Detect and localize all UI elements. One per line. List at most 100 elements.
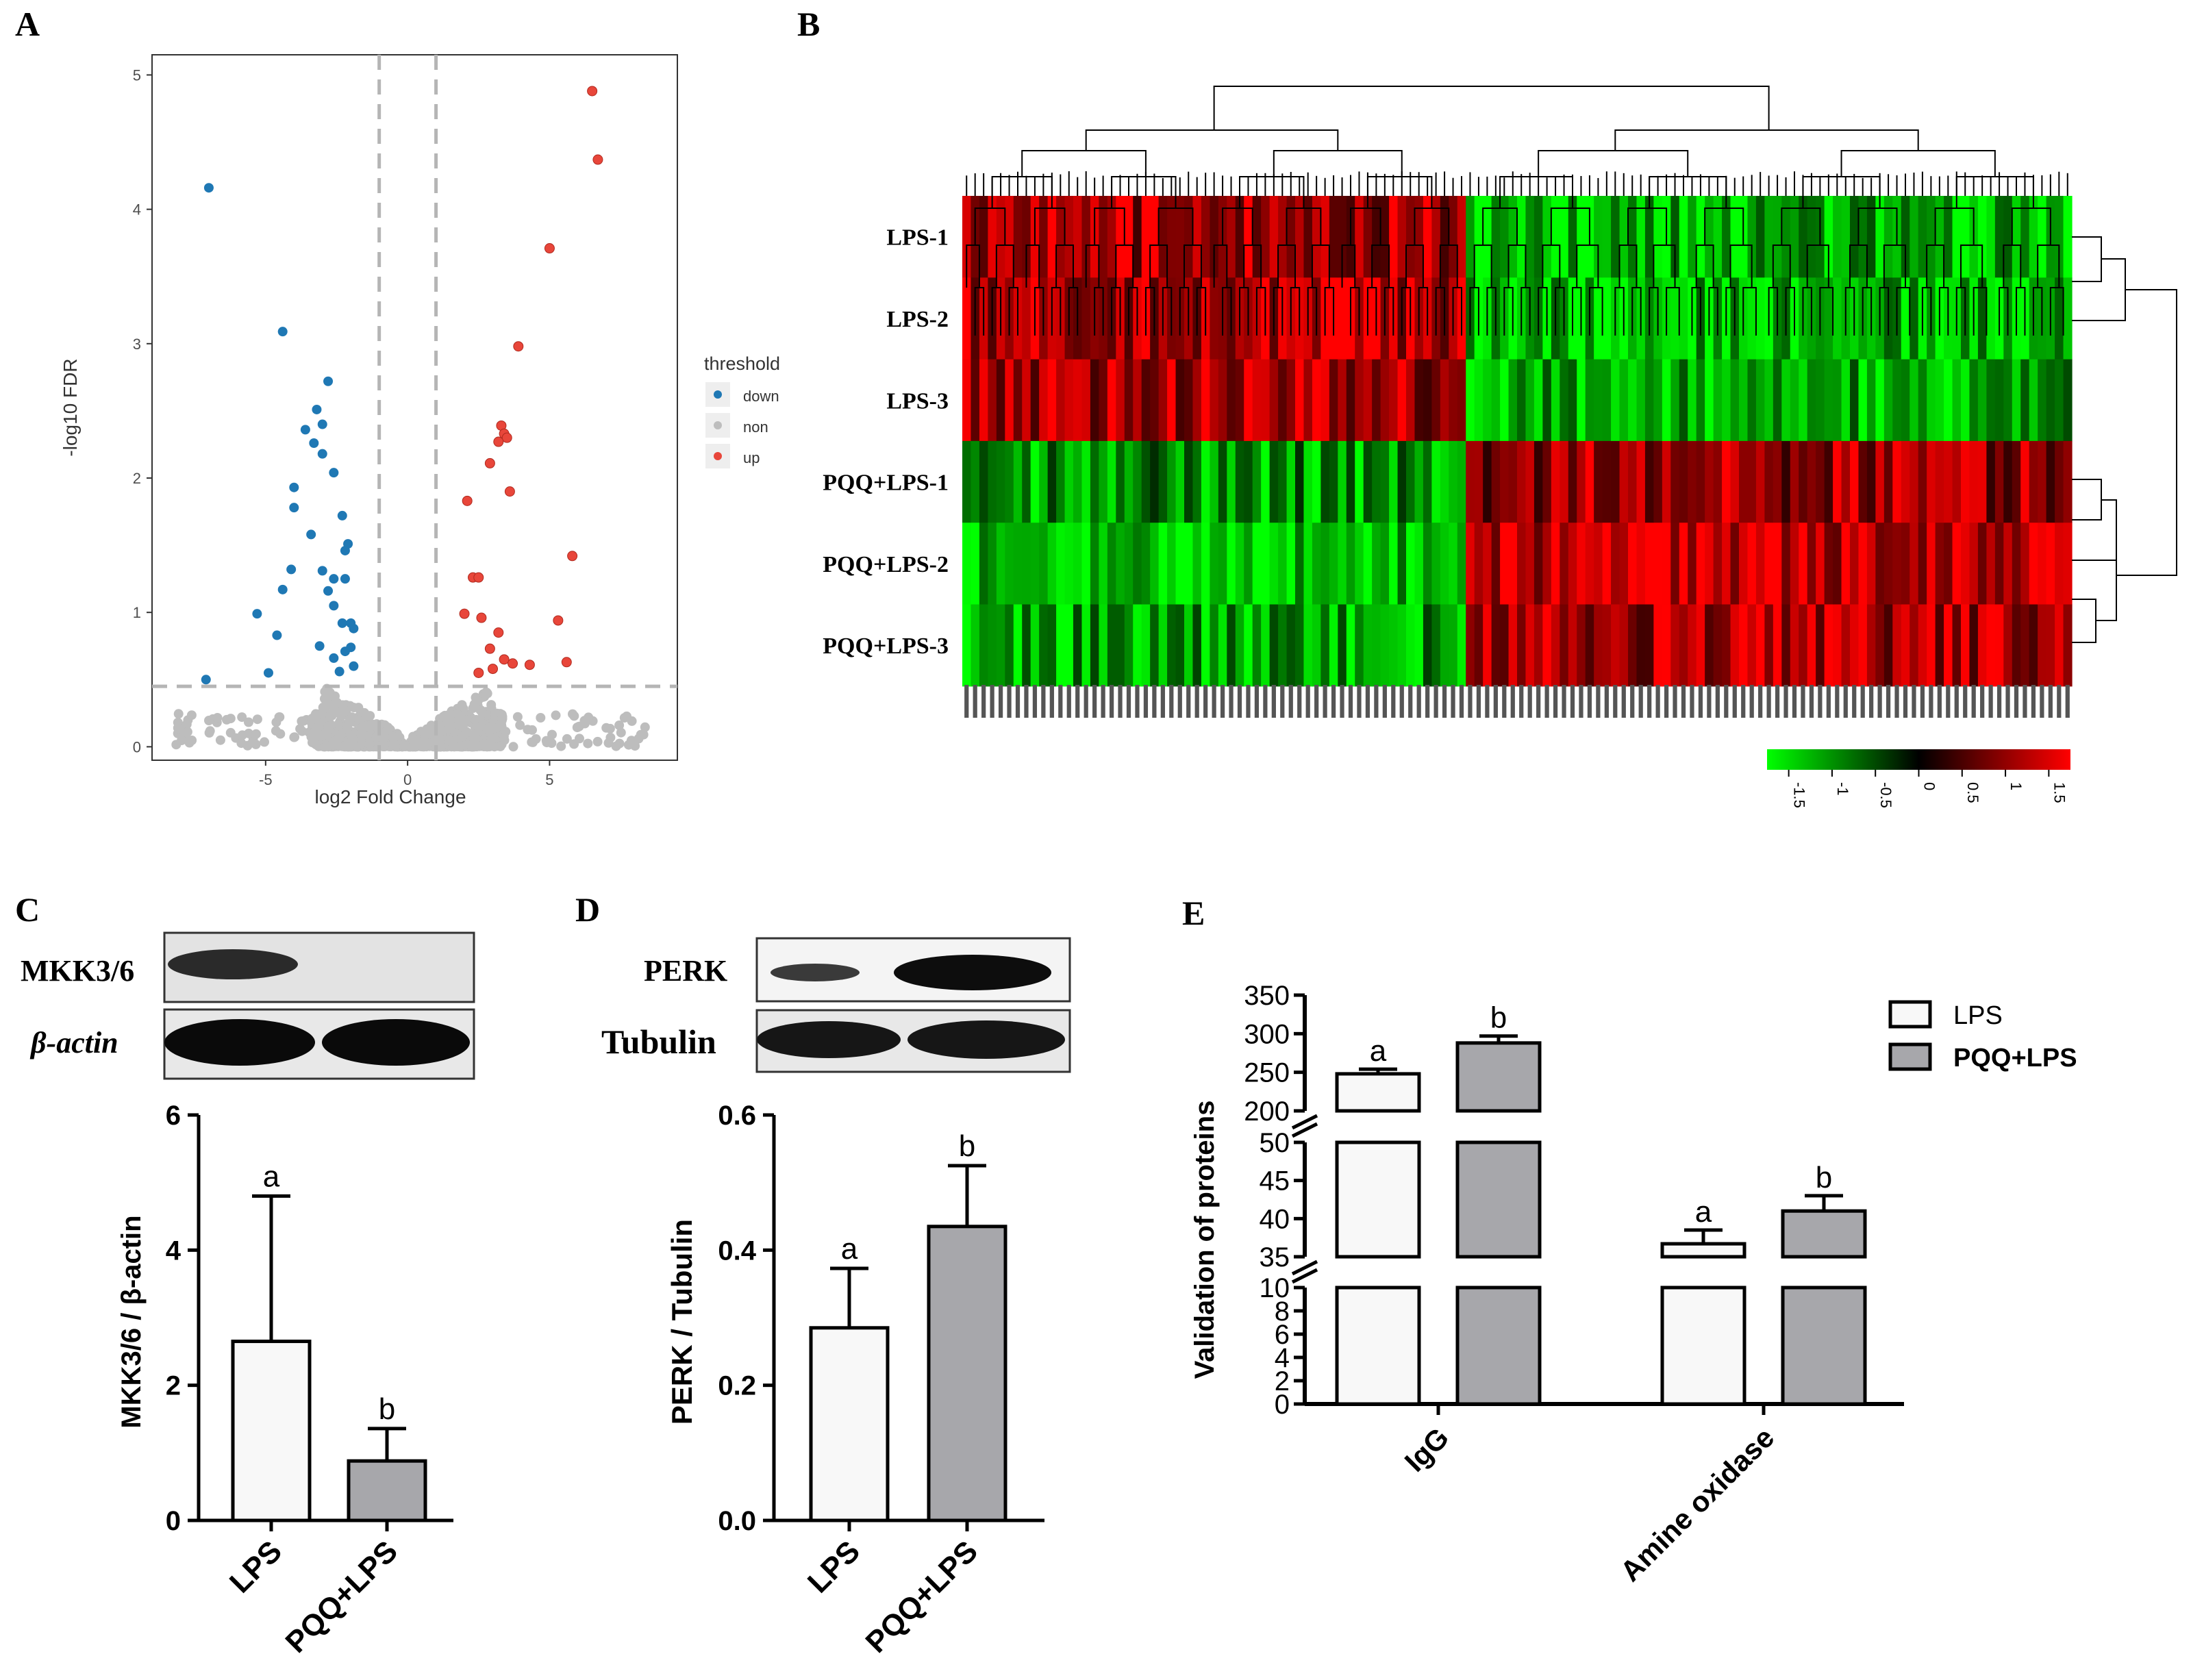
- heatmap-cell: [1747, 277, 1757, 360]
- point-non: [319, 694, 329, 704]
- heatmap-cell: [1636, 196, 1646, 278]
- heatmap-cell: [1406, 359, 1416, 442]
- y-tick-label: 300: [1244, 1019, 1290, 1049]
- panel-b: B LPS-1 LPS-2 LPS-3 PQQ+LPS-1 PQQ+LPS-2 PQQ+L…: [797, 5, 2177, 808]
- heatmap-cell: [1952, 604, 1962, 687]
- dendro-branch: [1695, 245, 1714, 288]
- dendro-branch: [1849, 245, 1868, 288]
- heatmap-cell: [1457, 359, 1466, 442]
- blot-band-tubulin-lps: [757, 1021, 901, 1058]
- column-label: [1510, 685, 1515, 718]
- heatmap-cell: [1064, 523, 1074, 605]
- heatmap-cell: [1005, 440, 1014, 523]
- heatmap-cell: [1594, 523, 1603, 605]
- point-non: [215, 735, 225, 745]
- heatmap-cell: [1320, 440, 1330, 523]
- dendro-branch: [1520, 287, 1531, 336]
- heatmap-cell: [1525, 440, 1535, 523]
- heatmap-cell: [1491, 359, 1501, 442]
- heatmap-cell: [1372, 440, 1381, 523]
- heatmap-cell: [2038, 440, 2047, 523]
- heatmap-cell: [2063, 604, 2073, 687]
- column-label: [1305, 685, 1310, 718]
- column-label: [1570, 685, 1575, 718]
- point-down: [272, 630, 282, 640]
- legend-dot-up: [714, 452, 722, 460]
- heatmap-cell: [2055, 277, 2064, 360]
- heatmap-cell: [1500, 440, 1510, 523]
- heatmap-cell: [1099, 440, 1108, 523]
- volcano-legend: threshold down non up: [704, 353, 780, 468]
- column-label: [1314, 685, 1319, 718]
- heatmap-cell: [1628, 359, 1638, 442]
- heatmap-cell: [1483, 359, 1492, 442]
- heatmap-cell: [1866, 196, 1876, 278]
- heatmap-cell: [1799, 440, 1808, 523]
- dendro-branch: [1627, 208, 1668, 245]
- heatmap-cell: [1602, 440, 1612, 523]
- heatmap-cell: [1218, 359, 1227, 442]
- column-label: [1152, 685, 1157, 718]
- heatmap-cell: [1474, 196, 1483, 278]
- heatmap-cell: [1525, 196, 1535, 278]
- heatmap-cell: [1312, 604, 1321, 687]
- heatmap-cell: [1799, 604, 1808, 687]
- heatmap-cell: [1363, 196, 1373, 278]
- heatmap-cell: [1977, 604, 1987, 687]
- bar: [927, 1225, 1007, 1522]
- point-down: [340, 647, 350, 657]
- heatmap-cell: [2046, 440, 2055, 523]
- heatmap-cell: [1918, 604, 1927, 687]
- heatmap-cell: [1022, 440, 1031, 523]
- heatmap-cell: [1329, 440, 1338, 523]
- heatmap-cell: [1533, 440, 1543, 523]
- heatmap-cell: [1107, 523, 1116, 605]
- dendro-branch: [1725, 287, 1736, 336]
- heatmap-cell: [1133, 440, 1142, 523]
- heatmap-cell: [1790, 196, 1799, 278]
- y-tick-label: 50: [1260, 1128, 1290, 1158]
- y-tick-label: 1: [133, 604, 141, 621]
- heatmap-cell: [1560, 196, 1569, 278]
- column-label: [1732, 685, 1737, 718]
- heatmap-cell: [1457, 196, 1466, 278]
- dendro-branch: [1999, 287, 2009, 336]
- dendro-branch: [1653, 245, 1676, 288]
- heatmap-cell: [1474, 523, 1483, 605]
- column-label: [1263, 685, 1268, 718]
- dendro-branch: [1286, 208, 1322, 245]
- heatmap-cell: [1022, 604, 1031, 687]
- point-non: [390, 742, 401, 752]
- dendro-branch: [1844, 287, 1855, 336]
- dendro-branch: [1366, 287, 1377, 336]
- heatmap-cell: [1875, 523, 1885, 605]
- column-label: [1843, 685, 1848, 718]
- column-label: [2057, 685, 2062, 718]
- column-label: [1894, 685, 1899, 718]
- point-up: [484, 457, 495, 468]
- heatmap-cell: [2063, 523, 2073, 605]
- heatmap-cell: [2020, 440, 2030, 523]
- column-label: [1041, 685, 1046, 718]
- heatmap-cell: [1918, 359, 1927, 442]
- dendro-branch: [1896, 287, 1911, 336]
- color-scale-ticks: -1.5 -1 -0.5 0 0.5 1 1.5: [1788, 770, 2068, 808]
- heatmap-cell: [1423, 359, 1432, 442]
- heatmap-cell: [1944, 604, 1953, 687]
- heatmap-column-labels: [964, 685, 2070, 718]
- category-label: PQQ+LPS: [860, 1534, 984, 1659]
- point-non: [437, 726, 447, 736]
- heatmap-cell: [1833, 604, 1842, 687]
- heatmap-cell: [1210, 440, 1219, 523]
- heatmap-cell: [1696, 440, 1705, 523]
- heatmap-cell: [1141, 440, 1151, 523]
- column-label: [1288, 685, 1293, 718]
- heatmap-cell: [1167, 523, 1177, 605]
- heatmap-cell: [1030, 604, 1040, 687]
- point-up: [488, 664, 499, 675]
- heatmap-cell: [1611, 523, 1620, 605]
- heatmap-cell: [1295, 440, 1305, 523]
- heatmap-cell: [1892, 604, 1902, 687]
- heatmap-cell: [1064, 440, 1074, 523]
- dendro-branch: [2011, 208, 2051, 245]
